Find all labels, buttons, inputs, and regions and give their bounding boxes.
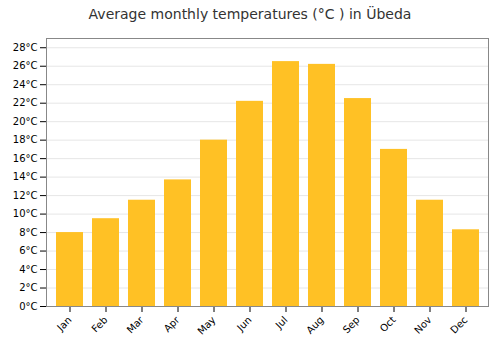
svg-text:Nov: Nov [412,314,434,336]
svg-text:Jan: Jan [54,314,73,333]
svg-text:May: May [195,314,217,336]
svg-text:4°C: 4°C [19,264,37,275]
html-text:Average monthly temperatures (: Average monthly temperatures (°C ) in Üb… [88,6,412,22]
svg-text:Mar: Mar [125,314,147,336]
svg-text:0°C: 0°C [19,301,37,312]
svg-text:14°C: 14°C [13,171,38,182]
svg-text:22°C: 22°C [13,97,38,108]
svg-text:16°C: 16°C [13,153,38,164]
svg-text:Apr: Apr [162,314,183,335]
svg-text:6°C: 6°C [19,245,37,256]
svg-text:Oct: Oct [378,314,398,334]
svg-text:24°C: 24°C [13,79,38,90]
svg-text:10°C: 10°C [13,208,38,219]
svg-text:12°C: 12°C [13,190,38,201]
svg-text:Sep: Sep [341,314,362,335]
svg-text:28°C: 28°C [13,42,38,53]
svg-text:Jul: Jul [273,314,290,331]
svg-text:26°C: 26°C [13,60,38,71]
svg-text:18°C: 18°C [13,134,38,145]
svg-text:Jun: Jun [234,314,254,334]
svg-text:Dec: Dec [448,314,469,335]
svg-text:8°C: 8°C [19,227,37,238]
svg-text:Aug: Aug [304,314,326,336]
svg-text:20°C: 20°C [13,116,38,127]
svg-text:Feb: Feb [89,314,109,334]
svg-text:2°C: 2°C [19,282,37,293]
